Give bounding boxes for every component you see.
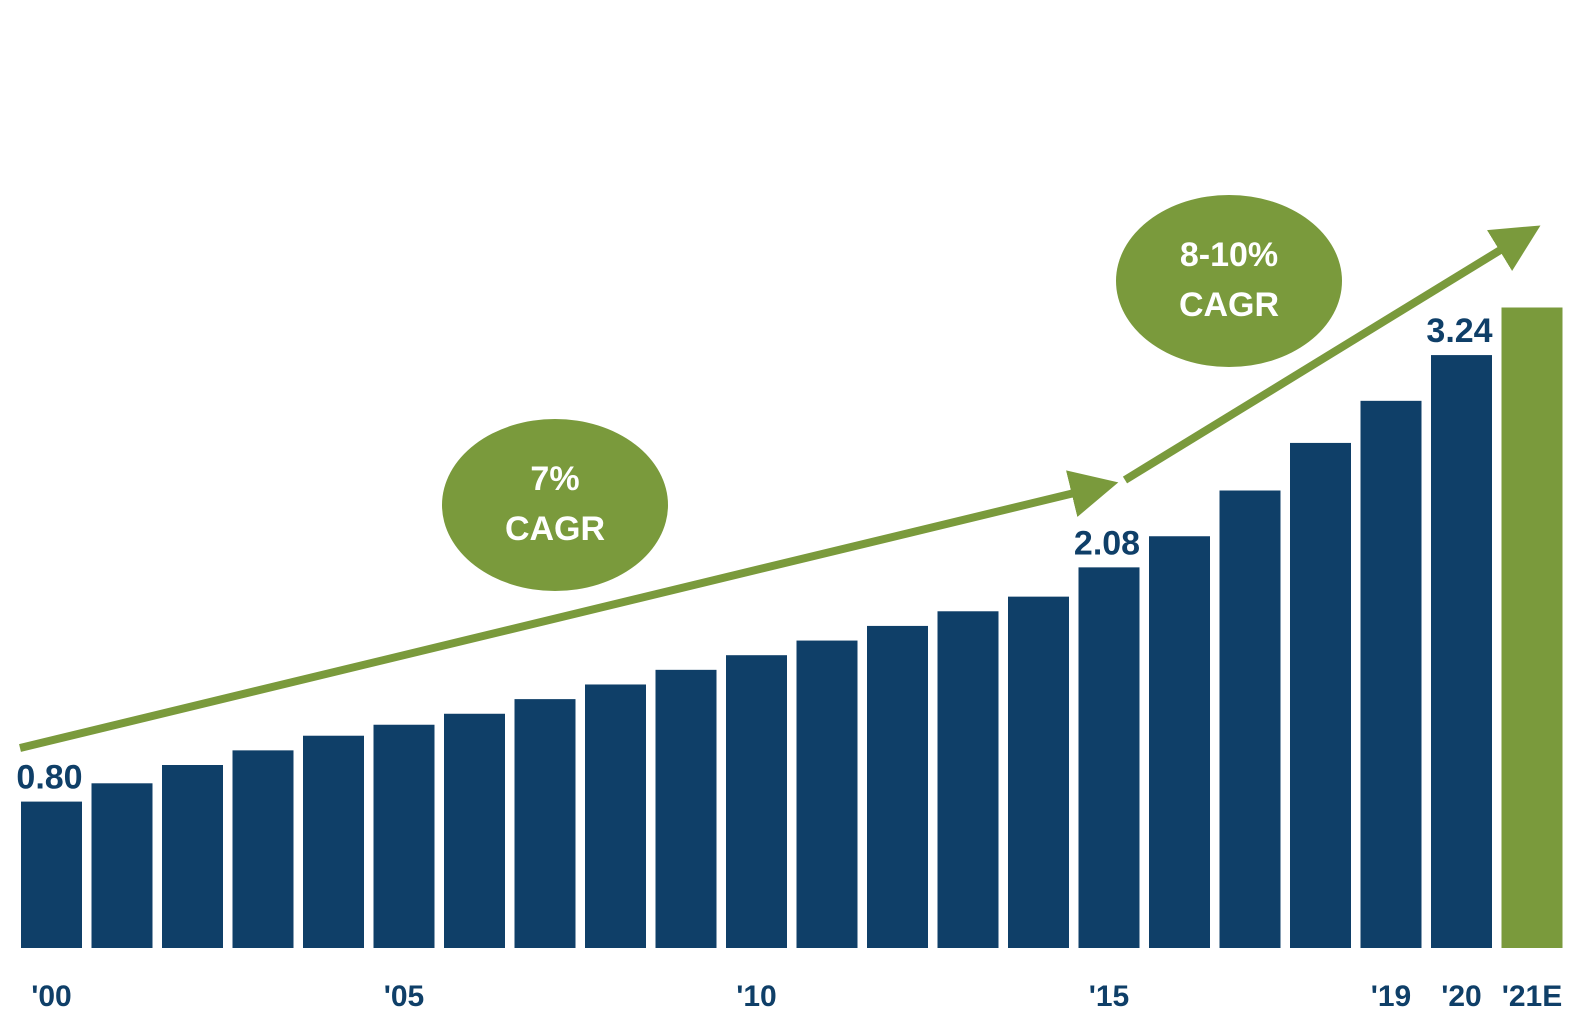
data-label: 3.24 bbox=[1426, 312, 1492, 350]
x-tick-label: '15 bbox=[1089, 980, 1130, 1013]
bar bbox=[91, 783, 153, 948]
x-tick-label: '10 bbox=[736, 980, 777, 1013]
bar bbox=[867, 625, 928, 948]
bar bbox=[1078, 567, 1140, 948]
annotation: CAGR bbox=[1179, 286, 1279, 324]
bar bbox=[655, 669, 717, 948]
bar bbox=[1149, 536, 1210, 948]
annotation: 7% bbox=[530, 460, 579, 498]
bar bbox=[1008, 596, 1069, 948]
bar bbox=[1219, 490, 1281, 948]
bar bbox=[1290, 442, 1351, 948]
cagr-bubble bbox=[1116, 195, 1342, 367]
bar bbox=[937, 611, 999, 948]
trend-arrow bbox=[19, 470, 1119, 752]
bar bbox=[514, 699, 576, 948]
annotation: CAGR bbox=[505, 510, 605, 548]
bar bbox=[1360, 400, 1422, 949]
x-tick-label: '19 bbox=[1371, 980, 1412, 1013]
x-tick-label: '21E bbox=[1502, 980, 1563, 1013]
bar bbox=[1501, 307, 1563, 948]
x-tick-label: '05 bbox=[384, 980, 425, 1013]
cagr-bubble bbox=[442, 419, 668, 591]
annotation: 8-10% bbox=[1180, 236, 1278, 274]
bar bbox=[1431, 355, 1492, 949]
bar bbox=[726, 655, 787, 948]
trend-arrow bbox=[1122, 225, 1541, 484]
bar bbox=[796, 640, 858, 948]
bar bbox=[162, 765, 223, 948]
bar bbox=[232, 750, 294, 948]
bar bbox=[585, 684, 646, 948]
bar bbox=[444, 713, 505, 948]
bar bbox=[303, 735, 364, 948]
data-label: 0.80 bbox=[16, 759, 82, 797]
bar bbox=[21, 801, 82, 948]
x-tick-label: '20 bbox=[1441, 980, 1482, 1013]
data-label: 2.08 bbox=[1074, 524, 1140, 562]
x-tick-label: '00 bbox=[31, 980, 72, 1013]
bar bbox=[373, 724, 435, 948]
